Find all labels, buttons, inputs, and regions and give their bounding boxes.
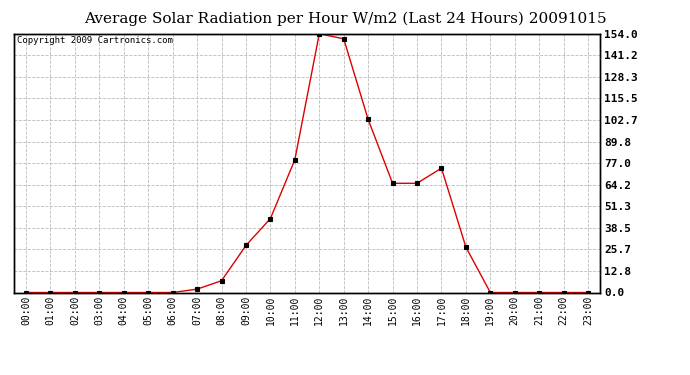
Text: Average Solar Radiation per Hour W/m2 (Last 24 Hours) 20091015: Average Solar Radiation per Hour W/m2 (L…	[83, 11, 607, 26]
Text: Copyright 2009 Cartronics.com: Copyright 2009 Cartronics.com	[17, 36, 172, 45]
